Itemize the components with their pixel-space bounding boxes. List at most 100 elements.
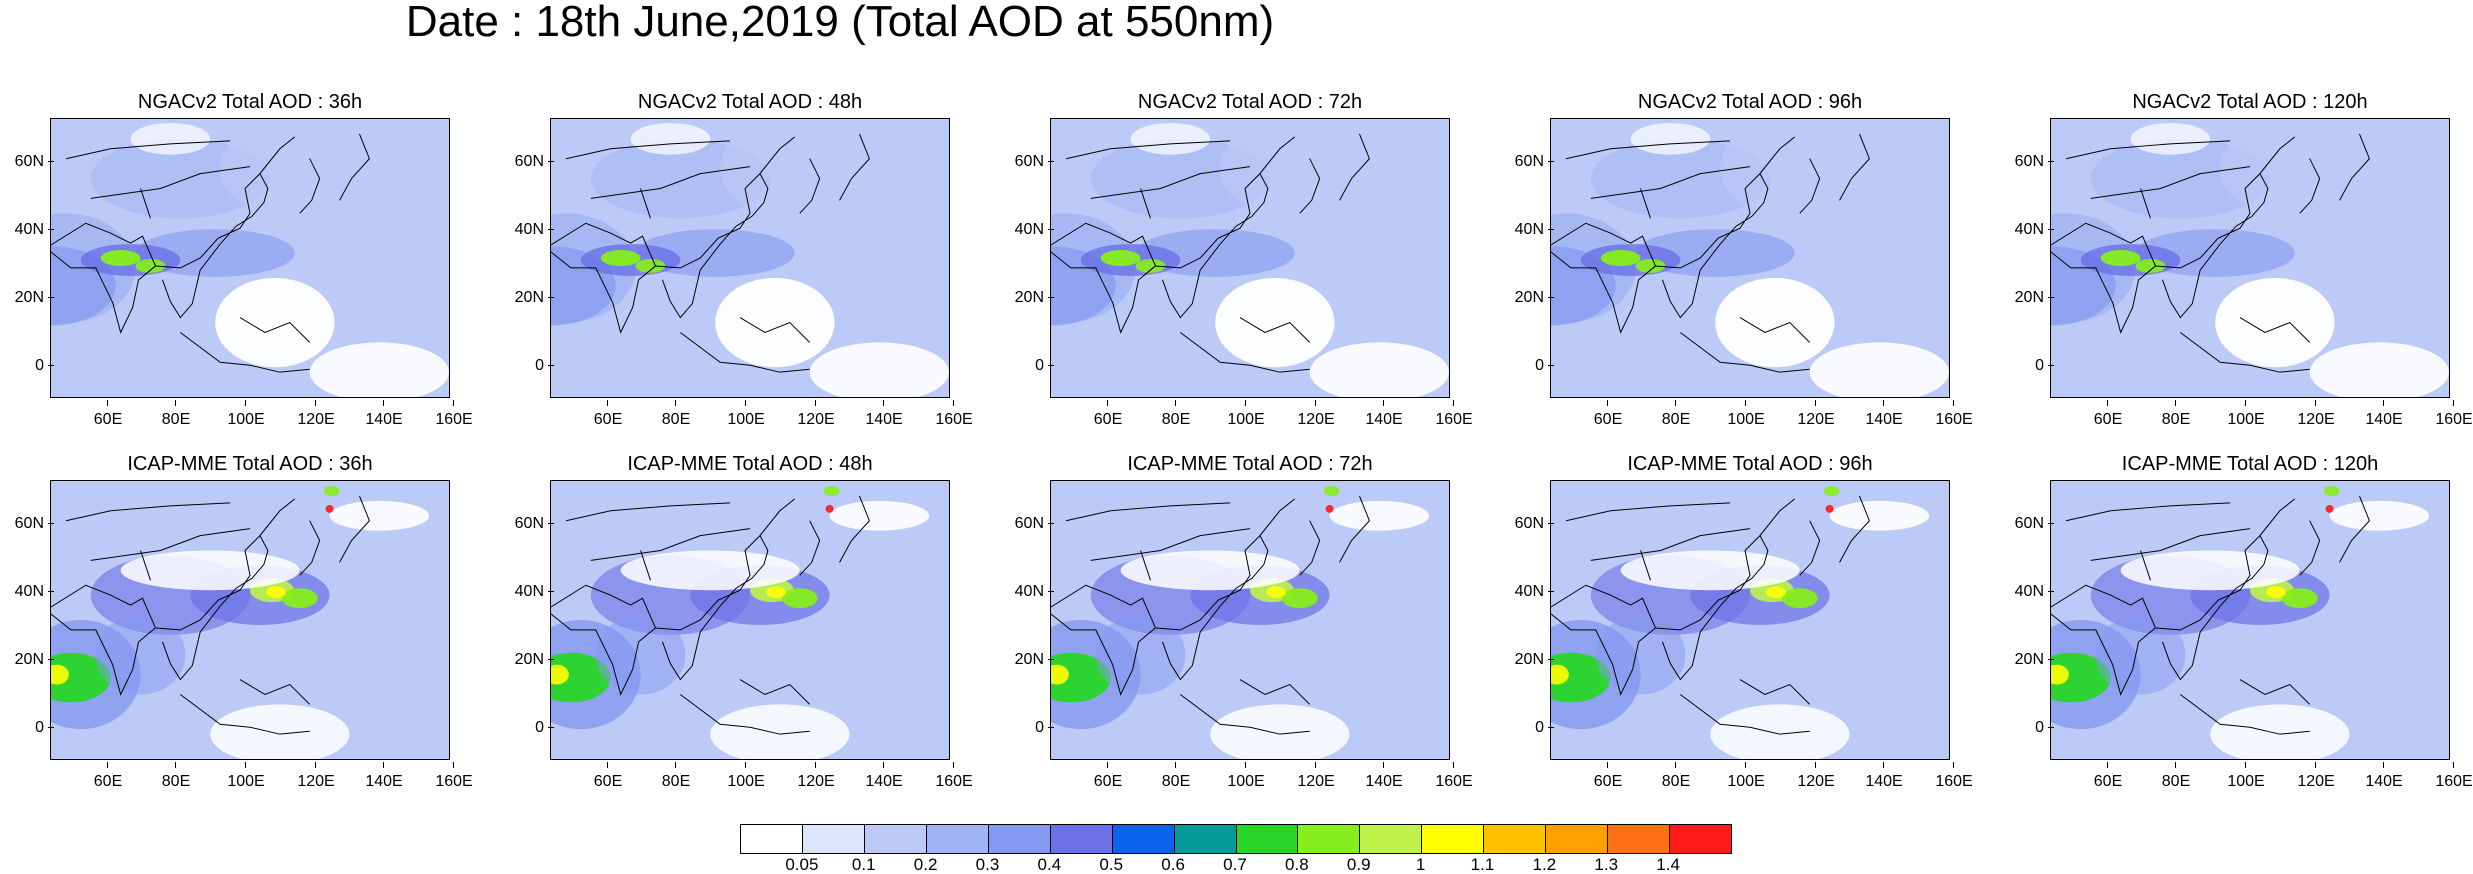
aod-field-patch [309, 342, 449, 397]
longitude-tick-label: 140E [860, 762, 908, 790]
map-panel: NGACv2 Total AOD : 96h 60N 40N 20N 0 60E 80E 10… [1500, 90, 2000, 450]
latitude-tick-label: 40N [2006, 584, 2054, 600]
longitude-tick-label: 120E [1792, 400, 1840, 428]
aod-field-patch [600, 250, 641, 266]
longitude-tick-label: 160E [1930, 400, 1978, 428]
colorbar-label: 0.4 [1037, 855, 1062, 874]
aod-field-patch [120, 550, 300, 591]
colorbar-label: 1.3 [1594, 855, 1619, 874]
panel-title: ICAP-MME Total AOD : 96h [1627, 453, 1873, 475]
longitude-tick-label: 80E [1152, 762, 1200, 790]
colorbar-label: 1.1 [1470, 855, 1495, 874]
colorbar-box [926, 825, 989, 853]
latitude-tick-label: 40N [6, 222, 54, 238]
latitude-tick-label: 60N [6, 516, 54, 532]
longitude-tick-label: 60E [1584, 762, 1632, 790]
longitude-tick-label: 80E [2152, 400, 2200, 428]
aod-field-patch [210, 704, 350, 759]
colorbar-label: 1 [1415, 855, 1426, 874]
longitude-tick-label: 120E [792, 762, 840, 790]
coastline-borders [1551, 133, 1870, 373]
aod-field-patch [1130, 122, 1211, 155]
aod-map [550, 480, 950, 760]
latitude-tick-label: 20N [6, 290, 54, 306]
aod-field-patch [2095, 615, 2186, 695]
latitude-tick-label: 20N [1006, 652, 1054, 668]
longitude-tick-label: 120E [2292, 400, 2340, 428]
longitude-tick-label: 60E [1584, 400, 1632, 428]
colorbar-box [1546, 825, 1609, 853]
aod-field-patch [2265, 586, 2286, 599]
longitude-tick-label: 80E [1152, 400, 1200, 428]
longitude-tick-label: 100E [1222, 762, 1270, 790]
aod-field-patch [551, 652, 611, 703]
aod-field-patch [1809, 342, 1949, 397]
longitude-tick-label: 100E [1222, 400, 1270, 428]
latitude-tick-label: 20N [6, 652, 54, 668]
longitude-tick-label: 140E [360, 400, 408, 428]
colorbar-label: 0.1 [851, 855, 876, 874]
aod-field-patch [710, 704, 850, 759]
latitude-tick-label: 40N [506, 222, 554, 238]
map-panel: ICAP-MME Total AOD : 48h 60N 40N 20N 0 60E 80E… [500, 452, 1000, 812]
aod-field-patch [265, 586, 286, 599]
map-panel: NGACv2 Total AOD : 48h 60N 40N 20N 0 60E 80E 10… [500, 90, 1000, 450]
longitude-tick-label: 60E [1084, 400, 1132, 428]
map-panel: NGACv2 Total AOD : 36h 60N 40N 20N 0 60E 80E 10… [0, 90, 500, 450]
aod-field-patch [1309, 342, 1449, 397]
aod-field-patch [1823, 485, 1840, 496]
colorbar-box [1608, 825, 1671, 853]
longitude-tick-label: 80E [1652, 762, 1700, 790]
latitude-tick-label: 40N [1006, 584, 1054, 600]
aod-field-patch [1620, 550, 1800, 591]
aod-field-patch [1781, 588, 1818, 609]
aod-field-patch [720, 119, 940, 229]
colorbar-label: 0.05 [785, 855, 819, 874]
coastline-borders [1051, 133, 1370, 373]
aod-map [2050, 480, 2450, 760]
latitude-tick-label: 60N [1506, 154, 1554, 170]
longitude-tick-label: 160E [2430, 400, 2473, 428]
aod-field-patch [1825, 504, 1834, 513]
aod-map [550, 118, 950, 398]
colorbar-label: 1.4 [1656, 855, 1680, 874]
longitude-tick-label: 160E [2430, 762, 2473, 790]
colorbar-box [988, 825, 1051, 853]
aod-field-patch [551, 664, 569, 685]
latitude-tick-label: 40N [1506, 222, 1554, 238]
map-panel: NGACv2 Total AOD : 72h 60N 40N 20N 0 60E 80E 10… [1000, 90, 1500, 450]
aod-field-patch [635, 258, 666, 273]
aod-field-patch [1100, 250, 1141, 266]
aod-field-patch [281, 588, 318, 609]
longitude-tick-label: 140E [1860, 762, 1908, 790]
latitude-tick-label: 0 [1006, 720, 1054, 736]
aod-field-patch [1120, 550, 1300, 591]
aod-field-patch [715, 277, 835, 368]
aod-field-patch [2323, 485, 2340, 496]
aod-field-patch [1551, 652, 1611, 703]
aod-field-patch [100, 250, 141, 266]
aod-field-patch [829, 500, 930, 531]
aod-field-patch [329, 500, 430, 531]
panel-title: NGACv2 Total AOD : 120h [2132, 91, 2368, 113]
longitude-tick-label: 80E [2152, 762, 2200, 790]
aod-field-patch [1265, 586, 1286, 599]
colorbar-label: 0.8 [1285, 855, 1309, 874]
latitude-tick-label: 60N [6, 154, 54, 170]
latitude-tick-label: 0 [2006, 358, 2054, 374]
aod-map [1050, 118, 1450, 398]
longitude-tick-label: 160E [1930, 762, 1978, 790]
coastline-borders [2051, 133, 2370, 373]
latitude-tick-label: 20N [506, 290, 554, 306]
colorbar-label: 0.7 [1223, 855, 1247, 874]
longitude-tick-label: 140E [860, 400, 908, 428]
map-panel: NGACv2 Total AOD : 120h 60N 40N 20N 0 60E 80E 1… [2000, 90, 2473, 450]
aod-field-patch [1329, 500, 1430, 531]
aod-field-patch [325, 504, 334, 513]
aod-field-patch [2120, 550, 2300, 591]
longitude-tick-label: 140E [360, 762, 408, 790]
aod-field-patch [1635, 258, 1666, 273]
aod-field-patch [2325, 504, 2334, 513]
colorbar-box [1670, 825, 1731, 853]
panel-title: ICAP-MME Total AOD : 36h [127, 453, 373, 475]
